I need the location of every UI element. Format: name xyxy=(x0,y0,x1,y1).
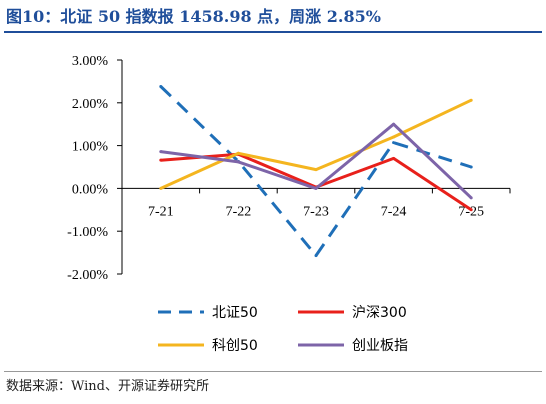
y-axis-tick-labels: 3.00% 2.00% 1.00% 0.00% -1.00% -2.00% xyxy=(67,54,108,283)
series-point xyxy=(469,196,473,200)
series-point xyxy=(314,186,318,190)
x-tick-label: 7-23 xyxy=(303,204,329,219)
series-point xyxy=(236,151,240,155)
series-point xyxy=(392,122,396,126)
series-point xyxy=(159,186,163,190)
y-tick-label: -1.00% xyxy=(67,225,108,240)
series-point xyxy=(314,254,318,258)
series-point xyxy=(469,165,473,169)
legend-label: 北证50 xyxy=(212,305,258,321)
title-underline xyxy=(4,31,542,33)
legend-label: 创业板指 xyxy=(352,338,408,354)
x-tick-label: 7-25 xyxy=(458,204,484,219)
source-divider xyxy=(4,371,542,372)
series-point xyxy=(469,208,473,212)
series-point xyxy=(392,141,396,145)
series-line-2 xyxy=(160,98,472,190)
series-line-1 xyxy=(160,152,473,212)
y-tick-label: 0.00% xyxy=(72,182,109,197)
series-point xyxy=(469,98,473,102)
chart-legend: 北证50 沪深300 科创50 创业板指 xyxy=(158,305,408,354)
legend-label: 沪深300 xyxy=(352,305,407,321)
series-lines xyxy=(159,85,473,258)
series-point xyxy=(392,135,396,139)
chart-axes xyxy=(117,59,511,275)
series-point xyxy=(159,85,163,89)
legend-label: 科创50 xyxy=(212,338,258,354)
series-point xyxy=(392,156,396,160)
y-tick-label: -2.00% xyxy=(67,268,108,283)
series-point xyxy=(236,160,240,164)
x-tick-label: 7-22 xyxy=(226,204,252,219)
line-chart: 3.00%2.00%1.00%0.00%-1.00%-2.00% 7-21 7-2… xyxy=(67,54,511,354)
series-point xyxy=(159,158,163,162)
x-tick-label: 7-21 xyxy=(148,204,174,219)
series-point xyxy=(159,150,163,154)
source-note: 数据来源：Wind、开源证券研究所 xyxy=(6,379,209,394)
series-line-3 xyxy=(160,122,473,199)
series-point xyxy=(314,168,318,172)
y-tick-label: 3.00% xyxy=(72,54,109,69)
y-tick-label: 2.00% xyxy=(72,97,109,112)
figure-title: 图10：北证 50 指数报 1458.98 点，周涨 2.85% xyxy=(6,7,381,26)
y-tick-label: 1.00% xyxy=(72,140,109,155)
x-axis-tick-labels: 7-21 7-22 7-23 7-24 7-25 xyxy=(148,204,484,219)
x-tick-label: 7-24 xyxy=(381,204,407,219)
